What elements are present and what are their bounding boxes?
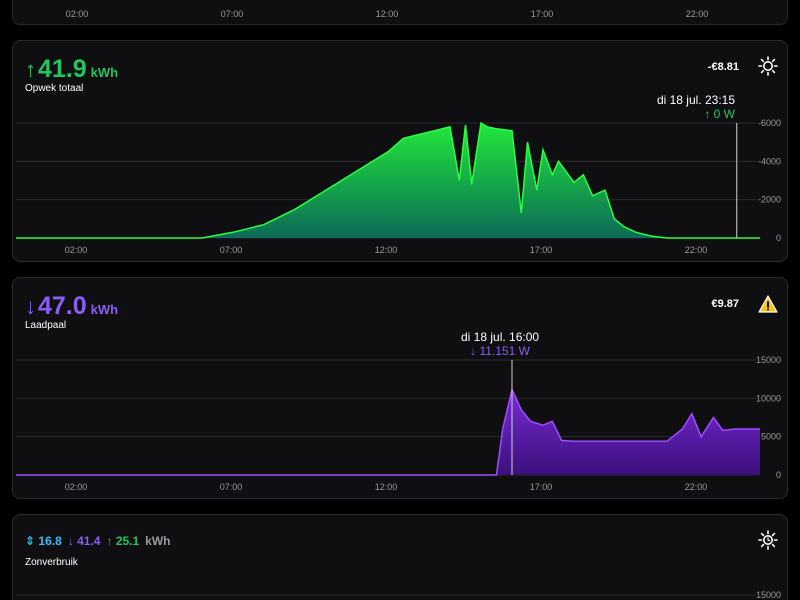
- opwek-tooltip-value: 0 W: [713, 107, 735, 121]
- x-tick: 17:00: [531, 9, 554, 19]
- series-area: [16, 123, 760, 238]
- warning-icon[interactable]: [758, 294, 778, 314]
- sun-clock-icon[interactable]: [758, 530, 778, 550]
- opwek-tooltip: di 18 jul. 23:15 ↑ 0 W: [657, 93, 735, 121]
- up-arrow-icon: ↑: [25, 57, 36, 82]
- opwek-label: Opwek totaal: [25, 83, 84, 94]
- series-line: [16, 121, 760, 239]
- series-line: [16, 387, 760, 476]
- x-tick: 22:00: [685, 482, 708, 492]
- x-tick: 02:00: [65, 245, 88, 255]
- laadpaal-unit: kWh: [90, 302, 119, 317]
- laadpaal-total: ↓ 47.0 kWh: [25, 292, 118, 321]
- laadpaal-card[interactable]: 15000 10000 5000 0 02:00 07:00 12:00 17:00 22:00…: [12, 277, 788, 499]
- series-area: [16, 389, 760, 475]
- x-tick: 07:00: [221, 9, 244, 19]
- laadpaal-value: 47.0: [38, 292, 87, 320]
- y-tick: 0: [776, 470, 781, 480]
- x-tick: 07:00: [220, 482, 243, 492]
- laadpaal-chart[interactable]: 15000 10000 5000 0 02:00 07:00 12:00 17:00 22:00: [13, 278, 788, 499]
- x-tick: 12:00: [375, 245, 398, 255]
- x-tick: 22:00: [686, 9, 709, 19]
- y-tick: -4000: [758, 156, 781, 166]
- top-card-axis: 02:00 07:00 12:00 17:00 22:00: [66, 9, 709, 19]
- y-tick: 5000: [761, 432, 781, 442]
- laadpaal-cost: €9.87: [711, 298, 739, 310]
- y-tick: -6000: [758, 118, 781, 128]
- x-tick: 12:00: [376, 9, 399, 19]
- opwek-unit: kWh: [90, 65, 119, 80]
- x-tick: 07:00: [220, 245, 243, 255]
- opwek-tooltip-value-row: ↑ 0 W: [657, 107, 735, 121]
- x-tick: 12:00: [375, 482, 398, 492]
- zonverbruik-purple-value: 41.4: [77, 534, 101, 548]
- zonverbruik-totals: ⇕ 16.8 ↓ 41.4 ↑ 25.1 kWh: [25, 534, 171, 548]
- up-arrow-icon: ↑: [704, 107, 711, 121]
- up-down-arrow-icon: ⇕: [25, 534, 36, 548]
- green-value-group: ↑ 25.1: [106, 534, 139, 548]
- x-tick: 22:00: [685, 245, 708, 255]
- laadpaal-tooltip-value: 11.151 W: [479, 344, 530, 358]
- laadpaal-tooltip-value-row: ↓ 11.151 W: [461, 344, 539, 358]
- x-tick: 17:00: [530, 482, 553, 492]
- down-arrow-icon: ↓: [470, 344, 477, 358]
- y-tick: -2000: [758, 195, 781, 205]
- purple-value-group: ↓ 41.4: [68, 534, 101, 548]
- opwek-total: ↑ 41.9 kWh: [25, 55, 118, 84]
- sun-icon[interactable]: [758, 56, 778, 76]
- zonverbruik-label: Zonverbruik: [25, 557, 78, 568]
- x-tick: 02:00: [65, 482, 88, 492]
- opwek-chart[interactable]: -6000 -4000 -2000 0 02:00 07:00 12:00 17:00 22:0…: [13, 41, 788, 262]
- up-arrow-icon: ↑: [106, 534, 113, 548]
- zonverbruik-card[interactable]: ⇕ 16.8 ↓ 41.4 ↑ 25.1 kWh Zonverbruik 150…: [12, 514, 788, 600]
- y-tick: 15000: [756, 590, 781, 600]
- opwek-value: 41.9: [38, 55, 87, 83]
- zonverbruik-unit: kWh: [145, 534, 171, 548]
- zonverbruik-green-value: 25.1: [115, 534, 140, 548]
- opwek-tooltip-time: di 18 jul. 23:15: [656, 93, 735, 107]
- laadpaal-tooltip: di 18 jul. 16:00 ↓ 11.151 W: [461, 330, 539, 358]
- laadpaal-label: Laadpaal: [25, 320, 67, 331]
- opwek-card[interactable]: -6000 -4000 -2000 0 02:00 07:00 12:00 17:00 22:0…: [12, 40, 788, 262]
- zonverbruik-blue-value: 16.8: [38, 534, 62, 548]
- laadpaal-tooltip-time: di 18 jul. 16:00: [461, 330, 540, 344]
- opwek-cost: -€8.81: [707, 61, 739, 73]
- down-arrow-icon: ↓: [25, 294, 36, 319]
- blue-value-group: ⇕ 16.8: [25, 534, 62, 548]
- zonverbruik-chart[interactable]: 15000: [13, 515, 788, 600]
- y-tick: 0: [776, 233, 781, 243]
- top-card: 02:00 07:00 12:00 17:00 22:00: [12, 0, 788, 25]
- x-tick: 17:00: [530, 245, 553, 255]
- x-tick: 02:00: [66, 9, 89, 19]
- down-arrow-icon: ↓: [67, 534, 74, 548]
- y-tick: 10000: [756, 393, 781, 403]
- y-tick: 15000: [756, 355, 781, 365]
